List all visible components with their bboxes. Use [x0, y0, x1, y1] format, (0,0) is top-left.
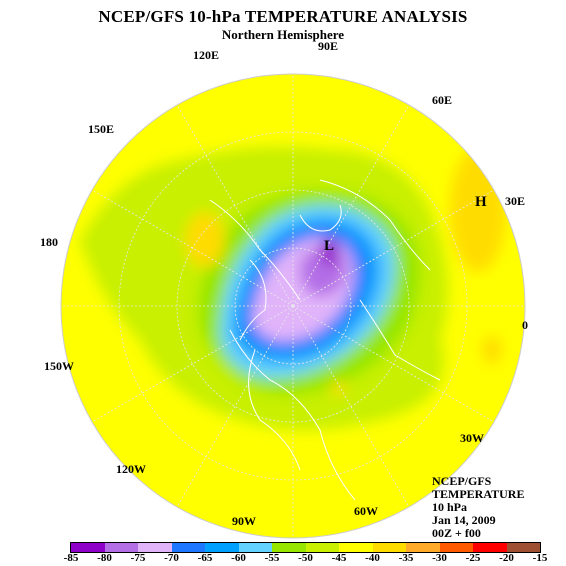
longitude-label-120w: 120W — [116, 462, 146, 476]
colorbar-tick-label: -60 — [231, 552, 246, 564]
colorbar-swatch — [439, 543, 473, 552]
warm-region-0 — [482, 336, 502, 364]
colorbar-tick-label: -55 — [264, 552, 280, 564]
low-marker: L — [324, 238, 335, 254]
colorbar-tick-label: -35 — [398, 552, 414, 564]
colorbar — [70, 542, 541, 553]
colorbar-tick-label: -45 — [331, 552, 347, 564]
high-marker: H — [475, 194, 487, 210]
colorbar-tick-label: -20 — [499, 552, 514, 564]
map-subtitle: Northern Hemisphere — [221, 27, 345, 42]
colorbar-tick-label: -85 — [63, 552, 79, 564]
colorbar-tick-label: -30 — [432, 552, 447, 564]
map-title: NCEP/GFS 10-hPa TEMPERATURE ANALYSIS — [98, 7, 468, 26]
colorbar-tick-label: -75 — [130, 552, 146, 564]
colorbar-swatch — [372, 543, 406, 552]
colorbar-swatch — [506, 543, 540, 552]
colorbar-tick-label: -25 — [465, 552, 481, 564]
longitude-label-150e: 150E — [88, 122, 115, 136]
longitude-label-90e: 90E — [318, 39, 339, 53]
colorbar-swatch — [104, 543, 138, 552]
colorbar-swatch — [406, 543, 440, 552]
longitude-label-0: 0 — [522, 318, 528, 332]
info-box: NCEP/GFS TEMPERATURE 10 hPa Jan 14, 2009… — [432, 475, 524, 540]
colorbar-tick-label: -70 — [164, 552, 179, 564]
colorbar-swatch — [339, 543, 373, 552]
longitude-label-120e: 120E — [193, 48, 220, 62]
colorbar-tick-label: -65 — [197, 552, 213, 564]
map-border — [60, 73, 526, 539]
longitude-label-60e: 60E — [432, 93, 453, 107]
longitude-label-60w: 60W — [354, 504, 378, 518]
longitude-label-180: 180 — [40, 235, 58, 249]
colorbar-swatch — [305, 543, 339, 552]
longitude-label-30e: 30E — [505, 194, 526, 208]
colorbar-swatch — [171, 543, 205, 552]
colorbar-swatch — [205, 543, 239, 552]
colorbar-tick-label: -80 — [97, 552, 112, 564]
info-level: 10 hPa — [432, 500, 468, 514]
colorbar-swatch — [71, 543, 105, 552]
info-date: Jan 14, 2009 — [432, 513, 496, 527]
info-run: 00Z + f00 — [432, 526, 481, 540]
cold-core — [321, 238, 339, 266]
colorbar-tick-label: -40 — [365, 552, 380, 564]
colorbar-swatch — [473, 543, 507, 552]
colorbar-swatch — [272, 543, 306, 552]
colorbar-tick-label: -15 — [532, 552, 548, 564]
coastlines — [209, 179, 441, 501]
warm-region-180 — [185, 212, 225, 268]
graticule — [61, 74, 525, 538]
colorbar-swatch — [138, 543, 172, 552]
info-model: NCEP/GFS — [432, 474, 492, 488]
info-field: TEMPERATURE — [432, 487, 525, 501]
longitude-label-90w: 90W — [232, 514, 256, 528]
colorbar-tick-label: -50 — [298, 552, 313, 564]
colorbar-swatch — [238, 543, 272, 552]
warm-region-atlantic — [330, 381, 346, 395]
colorbar-labels: -85 -80 -75 -70 -65 -60 -55 -50 -45 -40 -35 -30 -25 -… — [0, 552, 566, 566]
longitude-label-30w: 30W — [460, 431, 484, 445]
longitude-label-150w: 150W — [44, 359, 74, 373]
